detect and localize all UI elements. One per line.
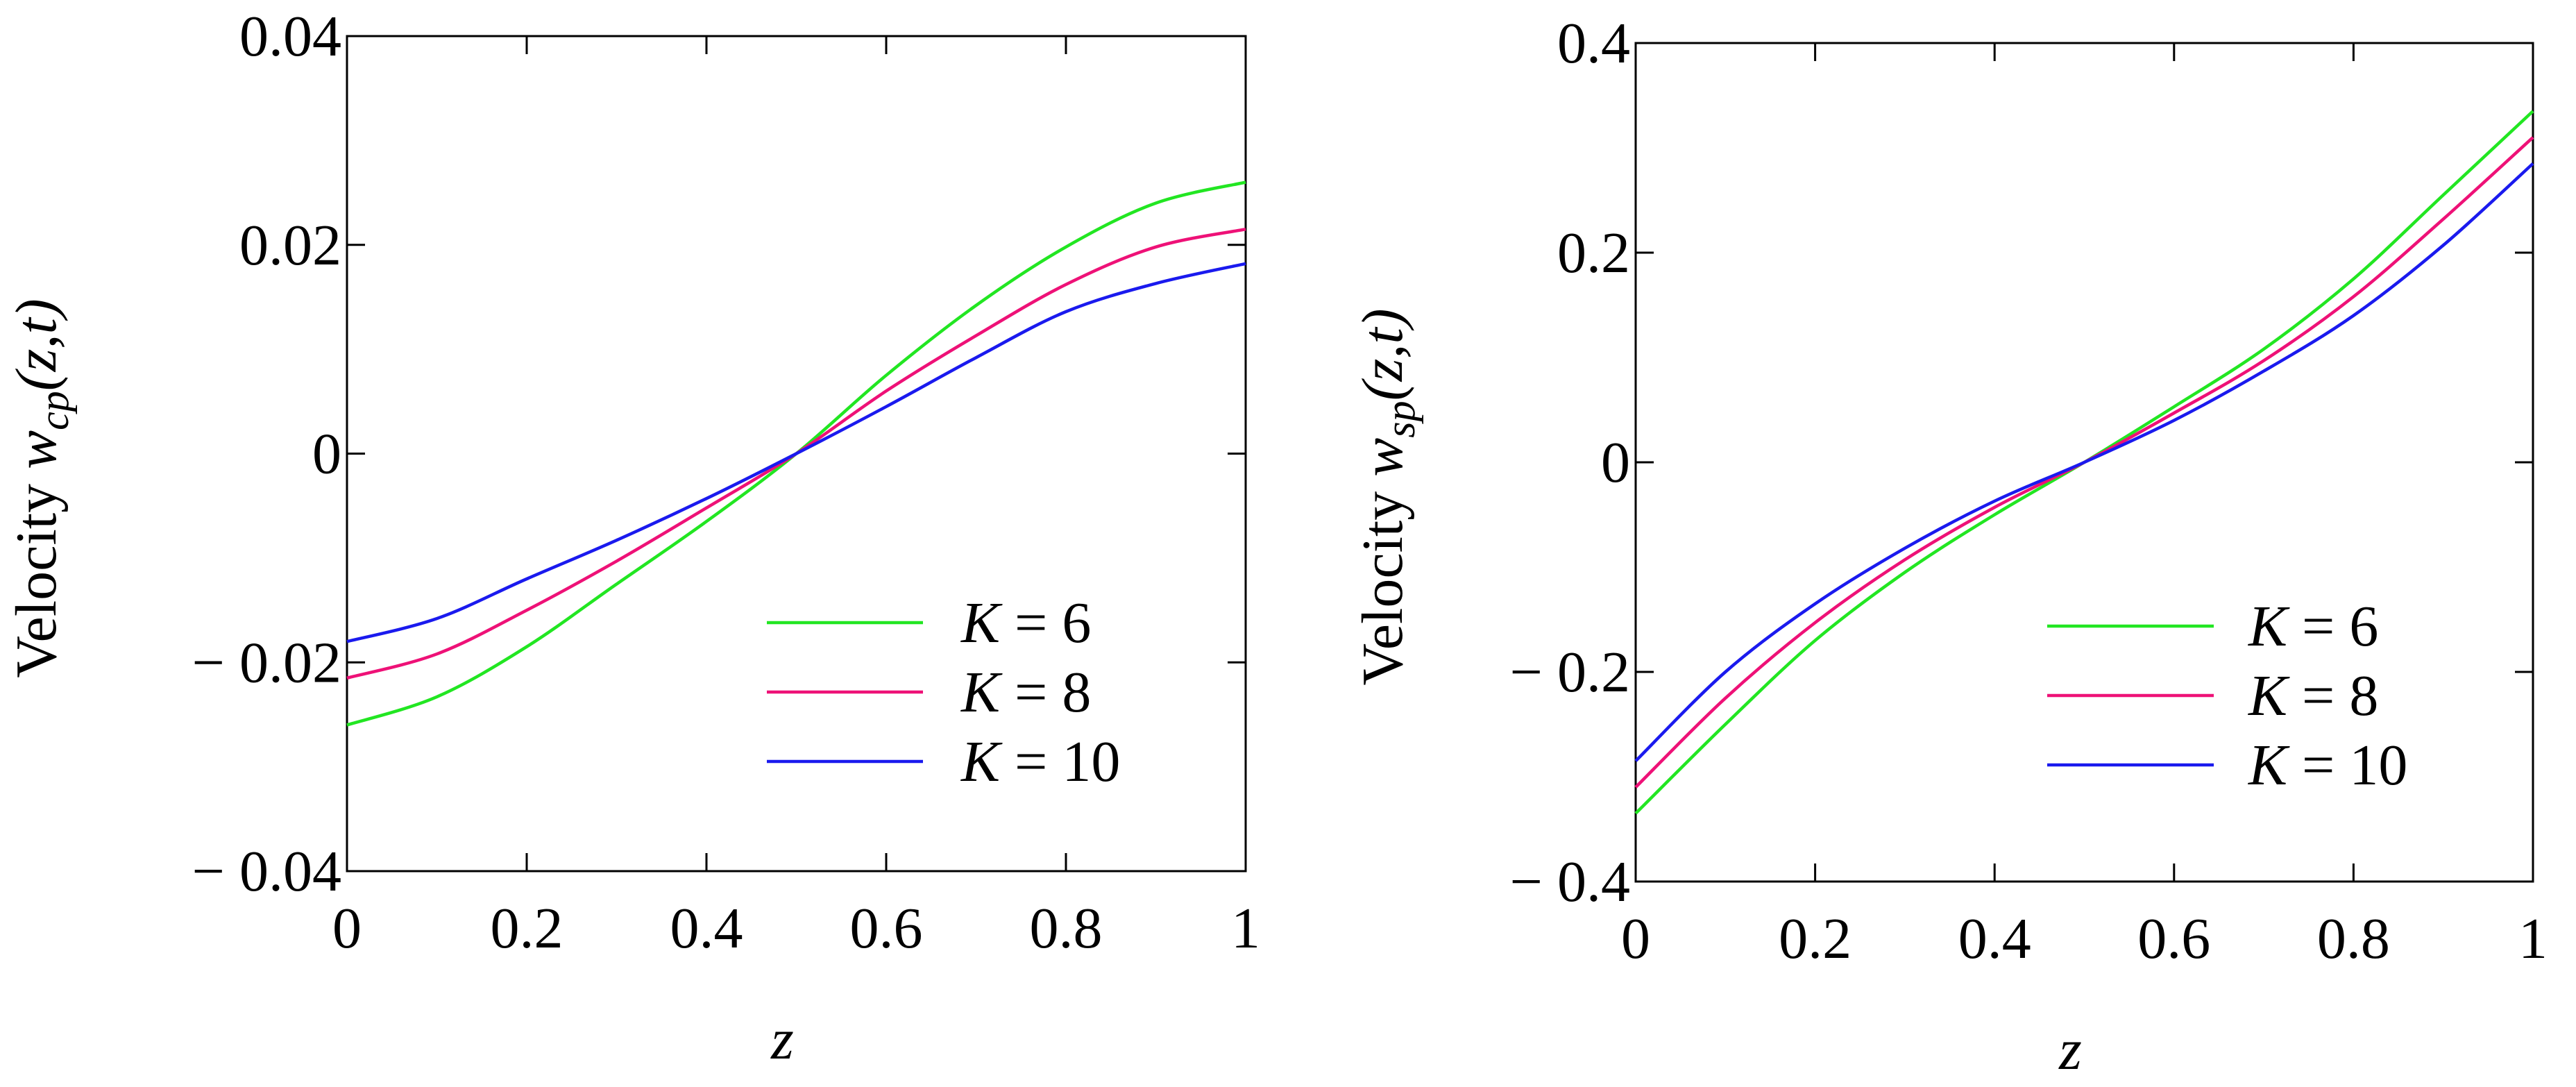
y-tick-label: 0.02: [239, 213, 341, 278]
x-tick-label: 0.2: [491, 896, 564, 961]
x-tick-label: 0: [1621, 907, 1650, 971]
y-tick-label: − 0.04: [192, 839, 341, 904]
x-tick-label: 0.2: [1779, 907, 1852, 971]
y-axis-label: Velocity wsp(z,t): [1350, 308, 1423, 685]
y-tick-label: − 0.2: [1510, 640, 1630, 705]
series-line-k10: [346, 262, 1246, 643]
x-tick-label: 0: [332, 896, 362, 961]
y-tick-label: 0.04: [239, 4, 341, 69]
y-tick-label: 0: [1601, 430, 1630, 495]
x-tick-label: 0.8: [2317, 907, 2390, 971]
y-tick-label: 0.4: [1557, 11, 1630, 76]
x-tick-label: 0.4: [1958, 907, 2031, 971]
x-tick-label: 1: [2518, 907, 2548, 971]
chart-panel-1: 0 0.2 0.4 0.6 0.8 1 0.04 0.02 0 − 0.02 − 0.04 z Velo…: [4, 4, 1260, 1072]
x-tick-label: 0.6: [850, 896, 923, 961]
legend-label: K = 8: [2248, 664, 2378, 728]
y-tick-label: 0.2: [1557, 221, 1630, 285]
legend-label: K = 8: [960, 660, 1091, 725]
x-axis-label: z: [770, 1007, 794, 1072]
y-tick-label: 0: [312, 422, 341, 487]
x-tick-label: 0.6: [2137, 907, 2210, 971]
legend-label: K = 10: [2248, 733, 2407, 798]
legend-label: K = 10: [960, 730, 1120, 794]
x-tick-label: 1: [1231, 896, 1260, 961]
x-axis-label: z: [2058, 1018, 2082, 1082]
chart-panel-2: 0 0.2 0.4 0.6 0.8 1 0.4 0.2 0 − 0.2 − 0.4 z Velocity…: [1350, 11, 2548, 1082]
y-tick-label: − 0.4: [1510, 850, 1630, 914]
y-tick-label: − 0.02: [192, 630, 341, 695]
legend-label: K = 6: [2248, 594, 2378, 659]
x-tick-label: 0.4: [670, 896, 743, 961]
x-tick-label: 0.8: [1030, 896, 1103, 961]
legend-label: K = 6: [960, 591, 1091, 655]
series-line-k10: [1634, 162, 2534, 762]
y-axis-label: Velocity wcp(z,t): [4, 298, 77, 678]
